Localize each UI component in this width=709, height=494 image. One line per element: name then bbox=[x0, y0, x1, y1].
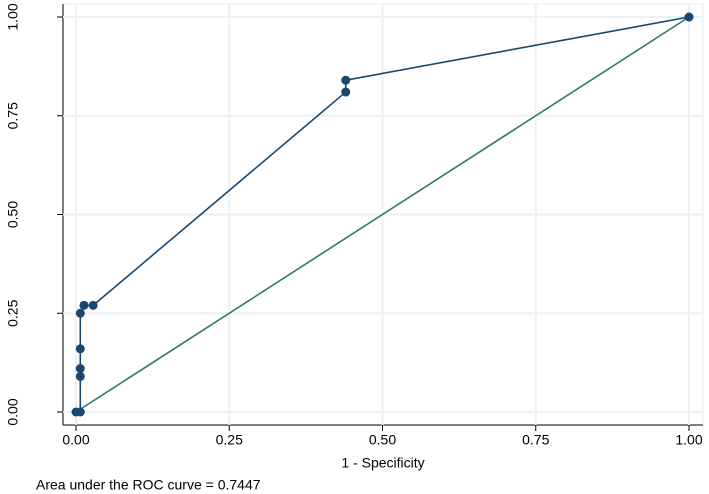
point bbox=[75, 344, 85, 354]
point bbox=[341, 87, 351, 97]
x-tick-label: 1.00 bbox=[675, 432, 702, 448]
point bbox=[75, 364, 85, 374]
point bbox=[341, 75, 351, 85]
x-tick-label: 0.25 bbox=[216, 432, 243, 448]
point bbox=[75, 407, 85, 417]
y-tick-label: 0.00 bbox=[5, 398, 21, 425]
x-tick-label: 0.75 bbox=[522, 432, 549, 448]
y-tick-label: 0.25 bbox=[5, 299, 21, 326]
y-tick-label: 0.75 bbox=[5, 102, 21, 129]
x-tick-label: 0.50 bbox=[369, 432, 396, 448]
series-line bbox=[75, 16, 690, 413]
x-axis-title: 1 - Specificity bbox=[341, 455, 424, 471]
point bbox=[88, 300, 98, 310]
note: Area under the ROC curve = 0.7447 bbox=[36, 477, 261, 493]
point bbox=[79, 300, 89, 310]
y-tick-label: 0.50 bbox=[5, 201, 21, 228]
x-tick-label: 0.00 bbox=[62, 432, 89, 448]
point bbox=[75, 371, 85, 381]
y-tick-label: 1.00 bbox=[5, 3, 21, 30]
point bbox=[75, 308, 85, 318]
point bbox=[684, 12, 694, 22]
